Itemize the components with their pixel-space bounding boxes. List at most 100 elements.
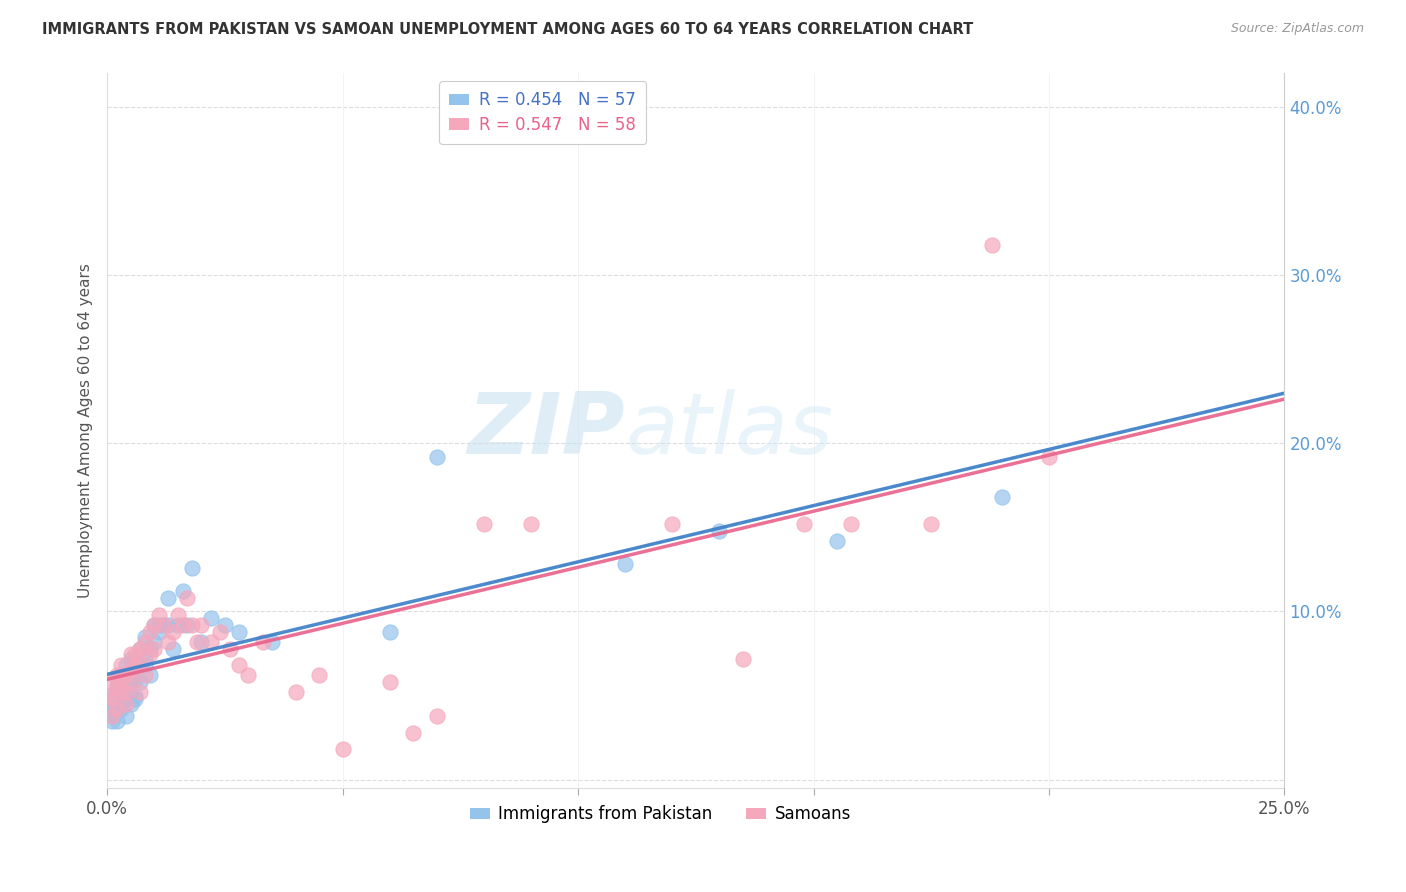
Point <box>731 651 754 665</box>
Point <box>308 668 330 682</box>
Point <box>143 641 166 656</box>
Point <box>115 680 138 694</box>
Point <box>129 675 152 690</box>
Text: Source: ZipAtlas.com: Source: ZipAtlas.com <box>1230 22 1364 36</box>
Point <box>110 658 132 673</box>
Point <box>98 706 121 720</box>
Point <box>157 618 180 632</box>
Point <box>105 680 128 694</box>
Point <box>101 709 124 723</box>
Point <box>105 672 128 686</box>
Point <box>134 658 156 673</box>
Point <box>105 702 128 716</box>
Point <box>218 641 240 656</box>
Point <box>134 630 156 644</box>
Point <box>115 668 138 682</box>
Point <box>152 618 174 632</box>
Point <box>115 685 138 699</box>
Point <box>110 680 132 694</box>
Point <box>614 558 637 572</box>
Point <box>124 692 146 706</box>
Point <box>190 618 212 632</box>
Point <box>176 591 198 605</box>
Point <box>124 647 146 661</box>
Point <box>129 658 152 673</box>
Point <box>402 725 425 739</box>
Point <box>181 560 204 574</box>
Y-axis label: Unemployment Among Ages 60 to 64 years: Unemployment Among Ages 60 to 64 years <box>79 263 93 598</box>
Point <box>839 516 862 531</box>
Point <box>190 634 212 648</box>
Point <box>148 607 170 622</box>
Point <box>252 634 274 648</box>
Point <box>105 702 128 716</box>
Point <box>105 668 128 682</box>
Point <box>115 692 138 706</box>
Point <box>120 672 142 686</box>
Point <box>120 664 142 678</box>
Point <box>101 689 124 703</box>
Point <box>793 516 815 531</box>
Point <box>1038 450 1060 464</box>
Point <box>166 618 188 632</box>
Point <box>920 516 942 531</box>
Point <box>143 618 166 632</box>
Point <box>162 641 184 656</box>
Point <box>115 697 138 711</box>
Point <box>120 697 142 711</box>
Text: atlas: atlas <box>626 389 834 472</box>
Point <box>825 533 848 548</box>
Point <box>124 651 146 665</box>
Point <box>148 624 170 639</box>
Point <box>181 618 204 632</box>
Point <box>143 634 166 648</box>
Point <box>176 618 198 632</box>
Point <box>110 672 132 686</box>
Point <box>101 714 124 728</box>
Point <box>120 675 142 690</box>
Point <box>148 618 170 632</box>
Point <box>138 647 160 661</box>
Point <box>98 689 121 703</box>
Point <box>105 680 128 694</box>
Point <box>110 668 132 682</box>
Point <box>991 490 1014 504</box>
Point <box>124 672 146 686</box>
Point <box>124 689 146 703</box>
Text: ZIP: ZIP <box>468 389 626 472</box>
Point <box>981 237 1004 252</box>
Point <box>238 668 260 682</box>
Point <box>134 634 156 648</box>
Point <box>138 641 160 656</box>
Point <box>129 641 152 656</box>
Point <box>200 611 222 625</box>
Point <box>134 651 156 665</box>
Point <box>284 685 307 699</box>
Point <box>129 658 152 673</box>
Point <box>260 634 283 648</box>
Point <box>101 675 124 690</box>
Point <box>143 618 166 632</box>
Point <box>378 624 401 639</box>
Point <box>101 692 124 706</box>
Point <box>105 714 128 728</box>
Point <box>426 709 449 723</box>
Point <box>209 624 232 639</box>
Point <box>228 624 250 639</box>
Point <box>115 658 138 673</box>
Point <box>129 685 152 699</box>
Point <box>378 675 401 690</box>
Point <box>157 591 180 605</box>
Point <box>157 634 180 648</box>
Point <box>520 516 543 531</box>
Point <box>101 697 124 711</box>
Point <box>709 524 731 538</box>
Point <box>172 618 194 632</box>
Point <box>332 742 354 756</box>
Point <box>214 618 236 632</box>
Point <box>115 709 138 723</box>
Point <box>186 634 208 648</box>
Point <box>120 689 142 703</box>
Legend: Immigrants from Pakistan, Samoans: Immigrants from Pakistan, Samoans <box>464 798 858 830</box>
Point <box>172 584 194 599</box>
